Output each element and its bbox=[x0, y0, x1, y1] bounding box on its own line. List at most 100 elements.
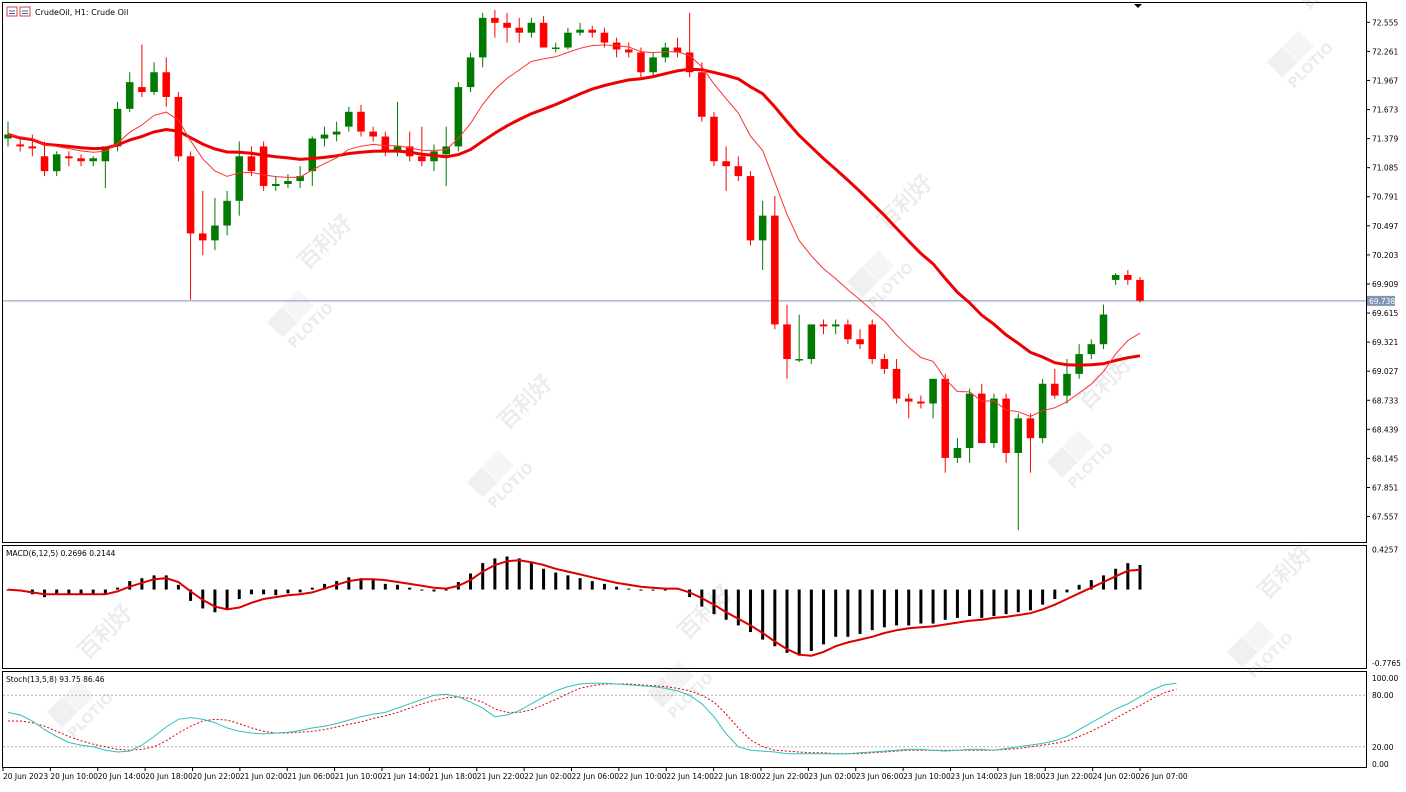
time-tick-label: 22 Jun 18:00 bbox=[714, 772, 762, 781]
candle-body bbox=[710, 116, 718, 162]
macd-histogram-bar bbox=[189, 589, 193, 601]
price-tick-label: 70.203 bbox=[1372, 251, 1398, 260]
candle bbox=[783, 304, 791, 379]
candle bbox=[320, 126, 329, 147]
candle bbox=[844, 319, 852, 345]
macd-histogram-bar bbox=[286, 589, 290, 594]
macd-histogram-bar bbox=[91, 589, 95, 595]
macd-histogram-bar bbox=[1065, 589, 1069, 593]
candle-body bbox=[478, 17, 487, 58]
time-tick-label: 21 Jun 18:00 bbox=[429, 772, 477, 781]
candle bbox=[211, 197, 219, 251]
candle bbox=[345, 106, 353, 132]
macd-histogram-bar bbox=[128, 581, 132, 590]
price-axis: 72.555 72.261 71.967 71.673 71.379 71.085 70.7… bbox=[1366, 18, 1401, 769]
macd-histogram-bar bbox=[907, 589, 911, 626]
candle-body bbox=[649, 57, 657, 73]
price-tick-label: 72.555 bbox=[1372, 18, 1398, 27]
candle bbox=[819, 319, 828, 335]
macd-histogram-bar bbox=[748, 589, 752, 633]
candle-body bbox=[308, 138, 317, 172]
price-tick-label: 69.027 bbox=[1372, 367, 1398, 376]
macd-histogram-bar bbox=[809, 589, 813, 651]
candle-body bbox=[320, 134, 329, 139]
candle bbox=[1099, 304, 1108, 350]
candle bbox=[357, 104, 365, 137]
macd-histogram-bar bbox=[517, 558, 521, 590]
candle bbox=[661, 42, 670, 63]
candle-body bbox=[296, 176, 304, 182]
macd-histogram-bar bbox=[955, 589, 959, 618]
candle-body bbox=[418, 156, 426, 162]
candle-body bbox=[357, 111, 365, 132]
macd-histogram-bar bbox=[919, 589, 923, 624]
macd-histogram-bar bbox=[724, 589, 728, 620]
candle bbox=[77, 154, 85, 167]
candle bbox=[1026, 413, 1035, 473]
macd-histogram-bar bbox=[566, 575, 570, 590]
macd-histogram-bar bbox=[834, 589, 838, 637]
candle-body bbox=[880, 359, 889, 369]
macd-histogram-bar bbox=[262, 589, 266, 595]
macd-histogram-bar bbox=[164, 575, 168, 590]
time-tick-label: 20 Jun 10:00 bbox=[50, 772, 98, 781]
time-tick-label: 23 Jun 06:00 bbox=[856, 772, 904, 781]
candle bbox=[710, 111, 718, 167]
candle-body bbox=[722, 161, 730, 167]
macd-histogram-bar bbox=[176, 584, 180, 590]
candle bbox=[259, 141, 268, 191]
candle bbox=[977, 383, 986, 444]
macd-histogram-bar bbox=[116, 587, 120, 590]
candle bbox=[1111, 272, 1120, 285]
macd-histogram-bar bbox=[882, 589, 886, 628]
candle-body bbox=[77, 158, 85, 162]
candle-body bbox=[685, 52, 694, 73]
candle bbox=[734, 156, 743, 182]
macd-histogram-bar bbox=[1089, 580, 1093, 590]
time-tick-label: 21 Jun 22:00 bbox=[477, 772, 525, 781]
candle bbox=[600, 27, 609, 48]
candle bbox=[758, 200, 767, 271]
macd-histogram-bar bbox=[55, 589, 59, 595]
chart-shift-marker[interactable] bbox=[1134, 4, 1142, 8]
candle bbox=[564, 27, 572, 50]
macd-histogram-bar bbox=[347, 577, 351, 590]
candle-body bbox=[819, 324, 828, 327]
candle bbox=[223, 190, 231, 236]
candle bbox=[89, 156, 97, 167]
candle-body bbox=[588, 29, 597, 33]
macd-histogram-bar bbox=[469, 573, 473, 590]
candle bbox=[917, 395, 925, 409]
macd-pane-frame bbox=[2, 545, 1367, 669]
time-tick-label: 20 Jun 2023 bbox=[3, 772, 48, 781]
candle bbox=[503, 12, 511, 43]
candle-body bbox=[698, 72, 706, 117]
time-tick-label: 22 Jun 22:00 bbox=[761, 772, 809, 781]
candle bbox=[125, 72, 134, 112]
macd-histogram-bar bbox=[237, 589, 241, 599]
candle-body bbox=[929, 378, 937, 404]
candle bbox=[880, 354, 889, 374]
candle bbox=[186, 151, 195, 300]
macd-histogram-bar bbox=[322, 583, 326, 590]
macd-histogram-bar bbox=[298, 589, 302, 593]
time-tick-label: 22 Jun 10:00 bbox=[619, 772, 667, 781]
candle-body bbox=[198, 233, 207, 241]
time-tick-label: 22 Jun 02:00 bbox=[524, 772, 572, 781]
time-tick-label: 26 Jun 07:00 bbox=[1140, 772, 1188, 781]
macd-histogram-bar bbox=[249, 589, 253, 595]
candle-body bbox=[539, 22, 548, 48]
candle-body bbox=[89, 158, 97, 162]
candle bbox=[892, 359, 901, 404]
candle-body bbox=[551, 47, 560, 50]
candle-body bbox=[369, 131, 377, 137]
macd-histogram-bar bbox=[505, 556, 509, 590]
macd-histogram-bar bbox=[67, 589, 71, 595]
candle-body bbox=[661, 47, 670, 58]
price-tick-label: 71.379 bbox=[1372, 135, 1398, 144]
candle-body bbox=[1099, 314, 1108, 345]
candle-body bbox=[807, 324, 816, 360]
macd-histogram-bar bbox=[359, 578, 363, 590]
macd-histogram-bar bbox=[663, 589, 667, 591]
